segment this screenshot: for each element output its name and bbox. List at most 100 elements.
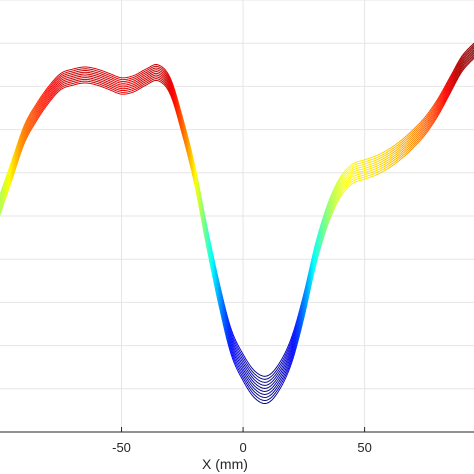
curve-segment — [37, 109, 40, 114]
curve-5 — [0, 49, 474, 389]
curve-segment — [306, 289, 309, 298]
curve-segment — [17, 145, 21, 151]
curve-segment — [224, 311, 227, 319]
curve-segment — [291, 346, 294, 352]
curve-segment — [324, 225, 328, 231]
curve-segment — [11, 174, 15, 180]
curve-segment — [297, 310, 300, 318]
curve-segment — [320, 241, 323, 249]
curve-segment — [244, 365, 247, 369]
curve-segment — [206, 226, 209, 235]
curve-segment — [174, 106, 177, 113]
curve-segment — [452, 70, 455, 75]
curve-segment — [329, 210, 332, 216]
curve-segment — [431, 117, 434, 121]
curve-segment — [213, 280, 217, 289]
curve-segment — [306, 292, 309, 301]
curve-segment — [210, 245, 214, 254]
curve-segment — [286, 370, 290, 376]
curve-segment — [458, 58, 461, 62]
curve-segment — [335, 186, 338, 191]
curve-segment — [213, 267, 217, 276]
curve-segment — [215, 267, 218, 275]
curve-segment — [1, 201, 5, 207]
curve-segment — [184, 139, 188, 146]
curve-segment — [244, 356, 247, 360]
curve-segment — [338, 181, 341, 185]
curve-segment — [19, 142, 22, 149]
curve-segment — [326, 202, 329, 208]
curve-segment — [8, 174, 12, 181]
curve-segment — [301, 293, 305, 301]
curve-segment — [11, 159, 15, 165]
curve-segment — [238, 365, 241, 370]
curve-segment — [449, 79, 452, 84]
curve-segment — [330, 207, 334, 212]
curve-segment — [309, 262, 312, 271]
curve-segment — [245, 361, 249, 366]
curve-segment — [301, 298, 305, 306]
curve-segment — [306, 281, 309, 290]
curve-segment — [326, 221, 329, 227]
curve-segment — [174, 102, 177, 109]
curve-segment — [323, 211, 326, 217]
curve-segment — [236, 368, 239, 373]
curve-segment — [218, 282, 221, 291]
curve-segment — [244, 368, 247, 372]
curve-segment — [453, 81, 457, 86]
curve-segment — [25, 124, 28, 129]
curve-segment — [227, 326, 230, 333]
curve-segment — [218, 288, 221, 296]
curve-segment — [441, 88, 445, 93]
curve-segment — [453, 80, 457, 85]
curve-segment — [241, 351, 244, 355]
curve-segment — [298, 321, 302, 329]
curve-segment — [190, 165, 194, 173]
curve-segment — [321, 218, 325, 224]
curve-segment — [1, 194, 5, 200]
curve-segment — [40, 107, 43, 111]
curve-segment — [455, 77, 458, 82]
curve-segment — [172, 97, 176, 104]
curve-segment — [321, 234, 325, 241]
curve-segment — [282, 360, 285, 365]
curve-segment — [225, 336, 229, 344]
curve-segment — [209, 256, 212, 265]
curve-segment — [450, 75, 454, 80]
curve-segment — [329, 194, 332, 200]
curve-segment — [1, 185, 5, 191]
curve-segment — [22, 126, 25, 132]
curve-segment — [324, 218, 328, 224]
curve-segment — [233, 338, 236, 344]
curve-segment — [336, 188, 340, 192]
curve-segment — [213, 283, 217, 292]
curve-segment — [292, 352, 296, 359]
curve-segment — [231, 332, 235, 337]
curve-segment — [207, 238, 211, 248]
curve-segment — [233, 344, 236, 350]
curve-segment — [301, 296, 305, 303]
curve-segment — [10, 174, 13, 181]
curve-segment — [444, 99, 448, 104]
curve-segment — [204, 223, 208, 233]
curve-segment — [437, 96, 440, 100]
curve-segment — [222, 302, 226, 310]
curve-segment — [23, 135, 27, 140]
curve-segment — [17, 138, 21, 145]
curve-segment — [3, 196, 6, 203]
curve-segment — [169, 79, 173, 84]
curve-segment — [244, 359, 247, 363]
curve-segment — [169, 90, 173, 95]
curve-segment — [23, 129, 27, 134]
curve-segment — [0, 196, 3, 202]
curve-segment — [446, 87, 449, 92]
curve-segment — [236, 360, 239, 364]
curve-segment — [320, 227, 323, 234]
curve-segment — [295, 333, 299, 340]
curve-segment — [317, 232, 320, 240]
curve-segment — [438, 110, 442, 115]
curve-segment — [280, 360, 284, 364]
curve-segment — [323, 220, 326, 227]
curve-segment — [204, 231, 208, 240]
curve-9 — [0, 56, 474, 401]
